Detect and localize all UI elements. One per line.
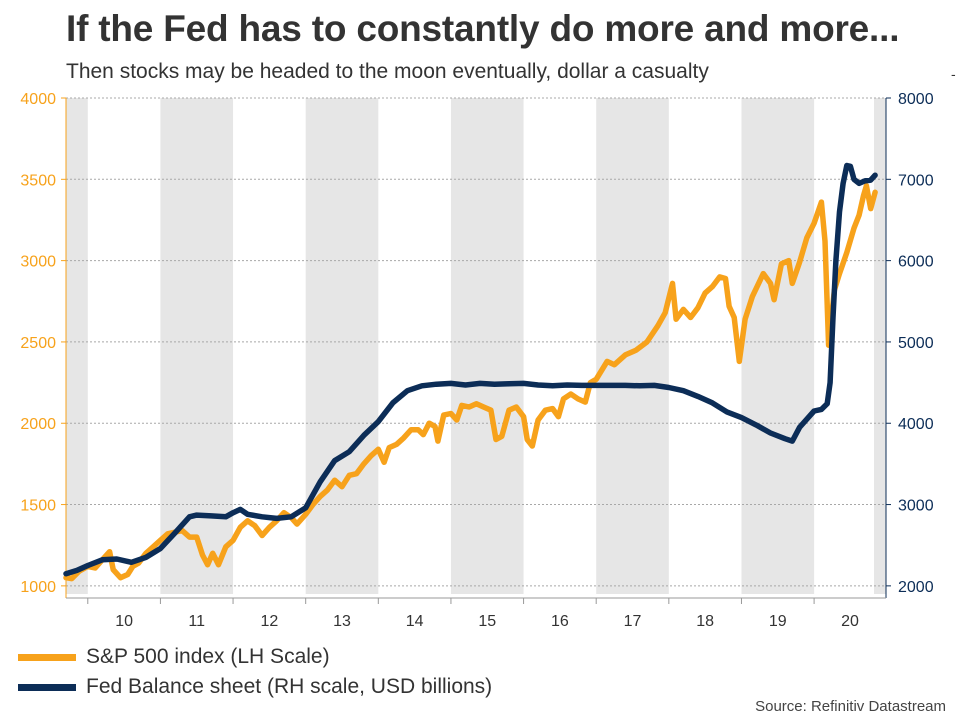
x-tick-label: 10 — [115, 613, 133, 630]
x-tick-label: 19 — [769, 613, 787, 630]
shade-band-2015 — [450, 98, 524, 594]
x-tick-label: 14 — [406, 613, 424, 630]
series-line-sp500 — [63, 183, 878, 582]
x-tick-label: 12 — [260, 613, 278, 630]
legend-item-fed: Fed Balance sheet (RH scale, USD billion… — [18, 672, 492, 702]
right-tick-label: 6000 — [898, 254, 934, 271]
shade-band-end — [874, 98, 886, 594]
right-tick-label: 2000 — [898, 579, 934, 596]
series-line-fed-balance-sheet — [63, 162, 878, 577]
page-subtitle: Then stocks may be headed to the moon ev… — [66, 60, 709, 83]
left-tick-label: 2000 — [20, 416, 56, 433]
left-tick-label: 4000 — [20, 91, 56, 108]
left-tick-label: 3500 — [20, 172, 56, 189]
gridlines — [66, 97, 886, 587]
left-tick-label: 2500 — [20, 335, 56, 352]
left-axis-ticks: 1000 1500 2000 2500 3000 3500 4000 — [20, 91, 66, 596]
legend-item-sp500: S&P 500 index (LH Scale) — [18, 642, 492, 672]
x-tick-label: 11 — [188, 613, 205, 630]
shade-band-2013 — [305, 98, 379, 594]
x-tick-label: 20 — [841, 613, 859, 630]
legend-label-fed: Fed Balance sheet (RH scale, USD billion… — [86, 675, 493, 698]
legend-label-sp500: S&P 500 index (LH Scale) — [86, 645, 330, 668]
right-tick-label: 5000 — [898, 335, 934, 352]
right-tick-label: 4000 — [898, 416, 934, 433]
left-tick-label: 1000 — [20, 579, 56, 596]
right-axis-ticks: 2000 3000 4000 5000 6000 7000 8000 — [886, 91, 934, 596]
source-note: Source: Refinitiv Datastream — [755, 698, 946, 715]
left-tick-label: 3000 — [20, 254, 56, 271]
right-tick-label: 8000 — [898, 91, 934, 108]
x-axis-ticks: 10 11 12 13 14 15 16 17 18 19 20 — [87, 598, 859, 630]
x-tick-label: 13 — [333, 613, 351, 630]
right-tick-label: 7000 — [898, 172, 934, 189]
legend-swatch-fed — [18, 683, 76, 691]
line-chart: 1000 1500 2000 2500 3000 3500 4000 2000 3000 400… — [20, 91, 934, 630]
left-tick-label: 1500 — [20, 498, 56, 515]
x-tick-label: 18 — [696, 613, 714, 630]
shade-band-2017 — [596, 98, 669, 594]
right-tick-label: 3000 — [898, 498, 934, 515]
x-tick-label: 17 — [624, 613, 642, 630]
legend: S&P 500 index (LH Scale) Fed Balance she… — [18, 642, 492, 702]
x-tick-label: 16 — [551, 613, 569, 630]
x-tick-label: 15 — [478, 613, 496, 630]
year-shading — [66, 98, 886, 594]
series-lines — [63, 162, 878, 582]
axes — [65, 98, 887, 599]
shade-band-2019 — [741, 98, 815, 594]
legend-swatch-sp500 — [18, 653, 76, 661]
shade-band-2011 — [160, 98, 234, 594]
page-title: If the Fed has to constantly do more and… — [66, 8, 900, 49]
corner-dash: - — [951, 66, 956, 82]
shade-band-2009 — [66, 98, 88, 594]
